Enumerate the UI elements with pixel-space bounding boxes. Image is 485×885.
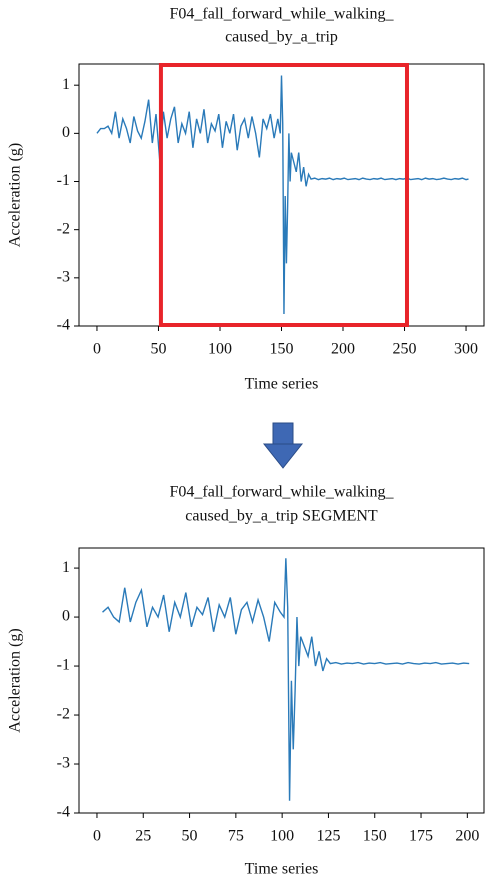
y-tick-label: -1 [57, 657, 70, 674]
highlight-box [158, 63, 409, 327]
x-tick-label: 125 [316, 828, 340, 845]
chart-title: F04_fall_forward_while_walking_ [170, 484, 395, 501]
x-tick-label: 250 [393, 341, 417, 358]
x-tick-label: 100 [208, 341, 232, 358]
x-tick-label: 100 [270, 828, 294, 845]
x-axis-label: Time series [245, 861, 319, 878]
chart-title: caused_by_a_trip [225, 29, 338, 46]
plot-frame [78, 547, 485, 814]
x-tick-label: 175 [409, 828, 433, 845]
chart-title: caused_by_a_trip SEGMENT [185, 508, 378, 525]
x-tick-label: 150 [363, 828, 387, 845]
x-tick-label: 0 [93, 341, 101, 358]
y-tick-label: -2 [57, 220, 70, 237]
y-axis-label: Acceleration (g) [7, 628, 24, 732]
y-tick-label: -3 [57, 755, 70, 772]
y-tick-label: -4 [57, 317, 70, 334]
y-tick-label: -2 [57, 706, 70, 723]
y-tick-label: -1 [57, 172, 70, 189]
chart-title: F04_fall_forward_while_walking_ [170, 6, 395, 23]
data-line [102, 558, 470, 801]
y-tick-label: 1 [62, 76, 70, 93]
x-axis-label: Time series [245, 376, 319, 393]
x-tick-label: 50 [182, 828, 198, 845]
x-tick-label: 150 [270, 341, 294, 358]
x-tick-label: 300 [454, 341, 478, 358]
y-tick-label: 0 [62, 608, 70, 625]
down-arrow [262, 422, 304, 469]
y-tick-label: 1 [62, 559, 70, 576]
x-tick-label: 200 [455, 828, 479, 845]
x-tick-label: 50 [150, 341, 166, 358]
y-tick-label: -4 [57, 804, 70, 821]
y-tick-label: 0 [62, 124, 70, 141]
y-axis-label: Acceleration (g) [7, 143, 24, 247]
x-tick-label: 0 [93, 828, 101, 845]
x-tick-label: 75 [228, 828, 244, 845]
data-line [96, 75, 469, 314]
y-tick-label: -3 [57, 269, 70, 286]
x-tick-label: 25 [135, 828, 151, 845]
x-tick-label: 200 [331, 341, 355, 358]
